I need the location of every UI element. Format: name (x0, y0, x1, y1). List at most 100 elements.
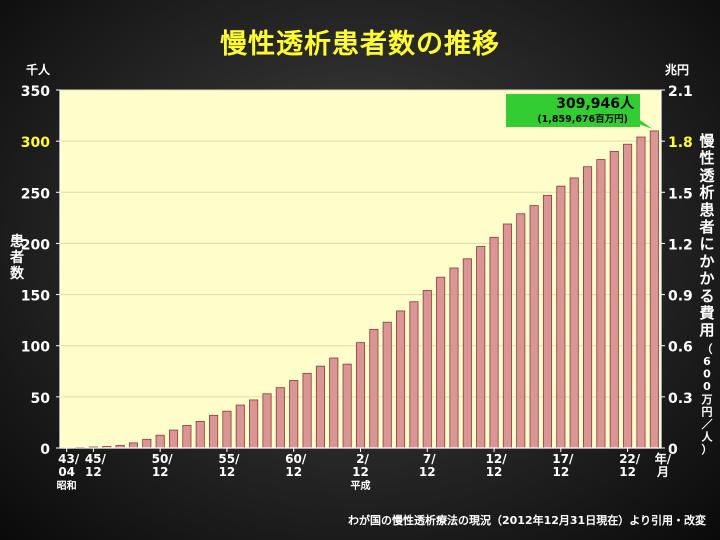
bar (222, 410, 232, 449)
y-tick-label: 200 (21, 237, 50, 253)
bar (569, 177, 579, 449)
right-unit-label: 兆円 (665, 62, 689, 77)
bar (476, 246, 486, 449)
y-axis-title-char: 患 (10, 233, 24, 250)
bar (489, 236, 499, 449)
bar (502, 223, 512, 449)
bar (142, 438, 152, 449)
right-axis: 0 0.3 0.6 0.9 1.2 1.5 1.8 2.1 兆円 (660, 62, 693, 458)
y2-axis-title-char: か (699, 270, 714, 288)
x-tick-label: 55/ (218, 452, 240, 466)
bar (182, 425, 192, 449)
bar (516, 213, 526, 449)
x-tick-label: 12 (486, 465, 503, 479)
y2-axis-title-char: 析 (699, 184, 714, 202)
y2-axis-title-char: 透 (699, 166, 715, 184)
x-tick-label: 12 (285, 465, 302, 479)
bar (128, 442, 138, 449)
x-tick-label: 12 (152, 465, 169, 479)
bar (436, 276, 446, 449)
bar (462, 258, 472, 449)
bar (209, 414, 219, 449)
bar (422, 290, 432, 449)
left-axis: 0 50 100 150 200 250 300 350 千人 (21, 62, 61, 458)
y2-axis-title-char: か (699, 252, 714, 270)
y2-tick-label: 0.6 (668, 340, 693, 356)
x-tick-label: 22/ (619, 452, 641, 466)
y-tick-label: 100 (21, 340, 50, 356)
bar (529, 205, 539, 449)
y2-axis-title-char: 用 (699, 321, 714, 339)
y2-axis-title-char: 者 (699, 218, 714, 236)
source-note: わが国の慢性透析療法の現況（2012年12月31日現在）より引用・改変 (347, 514, 706, 527)
x-tick-label: 43/ (58, 452, 80, 466)
x-tick-label: 平成 (351, 479, 371, 492)
bar (409, 301, 419, 449)
bar (369, 328, 379, 449)
bar (609, 150, 619, 449)
x-tick-label: 12 (619, 465, 636, 479)
bar (636, 136, 646, 449)
y-tick-label: 300 (21, 135, 50, 151)
bar (155, 434, 165, 449)
bar (249, 399, 259, 449)
x-unit-label: 年/ (655, 451, 672, 466)
x-tick-label: 04 (58, 465, 75, 479)
y2-tick-label: 0.9 (668, 289, 693, 305)
bar (195, 421, 205, 449)
y2-axis-title-char: （ (702, 342, 713, 355)
x-tick-label: 12 (352, 465, 369, 479)
y2-tick-label: 2.1 (668, 84, 693, 100)
x-tick-label: 12 (219, 465, 236, 479)
bar (289, 380, 299, 449)
y2-axis-title-char: 円 (702, 405, 713, 418)
y2-axis-title-char: 患 (699, 201, 714, 219)
y2-axis-title-char: 6 (703, 355, 711, 368)
y-tick-label: 0 (40, 442, 50, 458)
y2-tick-label: 0 (668, 442, 678, 458)
y2-axis-title-char: ／ (702, 418, 713, 431)
x-tick-label: 昭和 (57, 479, 77, 492)
y-tick-label: 50 (31, 391, 51, 407)
bar (168, 429, 179, 449)
bar (355, 342, 366, 449)
chart-title: 慢性透析患者数の推移 (220, 29, 500, 60)
bar (583, 166, 593, 449)
bar (396, 310, 406, 449)
y2-tick-label: 1.8 (668, 135, 693, 151)
bar (262, 393, 272, 449)
bar (235, 404, 245, 449)
x-tick-label: 45/ (85, 452, 107, 466)
y2-axis-title-char: に (699, 235, 714, 253)
x-tick-label: 12 (419, 465, 436, 479)
bar (623, 143, 633, 449)
y2-axis-title-char: 慢 (699, 132, 715, 150)
y-axis-title-char: 者 (10, 250, 24, 266)
bar (342, 363, 352, 449)
value-callout: 309,946人 (1,859,676百万円) (506, 94, 653, 129)
callout-box (506, 94, 640, 127)
bar (449, 267, 459, 449)
y2-tick-label: 0.3 (668, 391, 693, 407)
bar (315, 365, 325, 449)
y2-axis-title-char: 人 (702, 430, 714, 444)
x-axis: 43/04昭和45/1250/1255/1260/122/12平成7/1212/… (57, 447, 672, 492)
y2-axis-title-char: 万 (701, 393, 713, 406)
y2-axis-title-char: 0 (703, 380, 711, 393)
bar (275, 387, 285, 449)
y2-tick-label: 1.5 (668, 186, 693, 202)
y-tick-label: 250 (21, 186, 50, 202)
y-tick-label: 350 (21, 84, 50, 100)
x-tick-label: 7/ (423, 452, 436, 466)
bar (649, 130, 659, 449)
y2-tick-label: 1.2 (668, 237, 693, 253)
x-tick-label: 17/ (552, 452, 574, 466)
callout-subvalue: (1,859,676百万円) (537, 114, 628, 125)
y-axis-title-char: 数 (10, 265, 25, 282)
x-tick-label: 50/ (152, 452, 174, 466)
bar (382, 321, 392, 449)
x-tick-label: 12/ (486, 452, 508, 466)
bar (302, 372, 312, 449)
